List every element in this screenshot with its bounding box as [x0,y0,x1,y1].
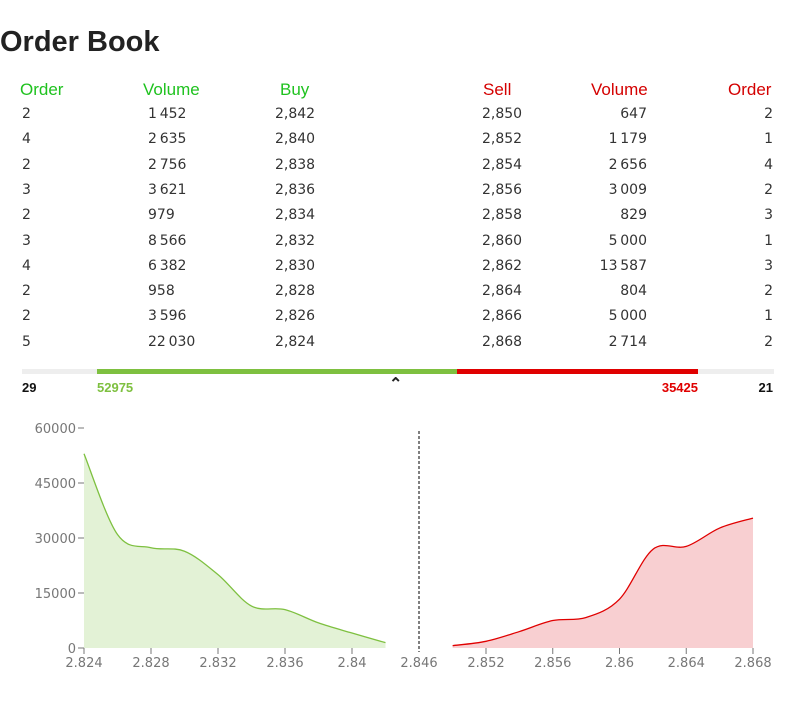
sell-volume-cell: 647 [620,106,647,122]
sell-volume-cell: 5 000 [608,308,647,325]
sell-order-cell: 2 [764,106,773,122]
buy-price-cell: 2,840 [275,131,316,148]
sell-volume-cell: 5 000 [608,232,647,249]
header-buy-price: Buy [280,80,310,99]
sell-price-cell: 2,854 [482,156,523,173]
svg-text:2.84: 2.84 [338,656,367,671]
sell-order-cell: 1 [764,308,773,325]
sell-order-cell: 4 [764,156,773,173]
header-sell-price: Sell [483,80,512,99]
header-buy-volume: Volume [143,80,200,99]
buy-price-cell: 2,828 [275,283,316,300]
sell-price-cell: 2,852 [482,131,523,148]
sell-order-cell: 1 [764,232,773,249]
sell-volume-cell: 2 656 [608,156,647,173]
buy-order-cell: 3 [22,181,31,198]
buy-volume-cell: 2 635 [148,131,187,148]
total-buy-orders: 29 [22,380,37,395]
sell-volume-cell: 1 179 [608,131,647,148]
sell-order-cell: 2 [764,283,773,300]
buy-order-cell: 5 [22,333,31,350]
buy-volume-cell: 979 [148,207,175,224]
svg-text:0: 0 [68,642,76,657]
svg-text:30000: 30000 [35,532,76,547]
sell-volume-bar [457,369,698,374]
sell-volume-cell: 829 [620,207,647,224]
sell-price-cell: 2,866 [482,308,523,325]
buy-volume-cell: 22 030 [148,333,196,350]
sell-volume-cell: 804 [620,283,647,300]
buy-volume-cell: 958 [148,283,175,300]
buy-volume-cell: 8 566 [148,232,187,249]
buy-volume-cell: 2 756 [148,156,187,173]
sell-order-cell: 2 [764,333,773,350]
buy-volume-cell: 3 596 [148,308,187,325]
sell-price-cell: 2,868 [482,333,523,350]
svg-text:2.836: 2.836 [266,656,303,671]
buy-volume-cell: 1 452 [148,106,187,122]
buy-price-cell: 2,824 [275,333,316,350]
buy-volume-cell: 3 621 [148,181,187,198]
sell-order-cell: 3 [764,257,773,274]
buy-volume-cell: 6 382 [148,257,187,274]
svg-text:2.824: 2.824 [65,656,102,671]
sell-order-cell: 3 [764,207,773,224]
svg-text:2.856: 2.856 [534,656,571,671]
total-buy-volume: 52975 [97,380,134,395]
buy-price-cell: 2,834 [275,207,316,224]
svg-text:2.86: 2.86 [605,656,634,671]
buy-order-cell: 2 [22,156,31,173]
svg-text:2.868: 2.868 [734,656,771,671]
total-sell-orders: 21 [758,380,773,395]
sell-price-cell: 2,864 [482,283,523,300]
sell-order-cell: 1 [764,131,773,148]
buy-order-cell: 2 [22,308,31,325]
sell-order-cell: 2 [764,181,773,198]
header-buy-order: Order [20,80,64,99]
sell-volume-cell: 13 587 [599,257,647,274]
buy-order-cell: 4 [22,131,31,148]
buy-price-cell: 2,836 [275,181,316,198]
sell-volume-cell: 2 714 [608,333,647,350]
buy-order-cell: 4 [22,257,31,274]
buy-price-cell: 2,838 [275,156,316,173]
buy-order-cell: 2 [22,283,31,300]
sell-price-cell: 2,862 [482,257,523,274]
header-sell-volume: Volume [591,80,648,99]
buy-price-cell: 2,832 [275,232,316,249]
total-sell-volume: 35425 [661,380,698,395]
buy-order-cell: 2 [22,106,31,122]
buy-order-cell: 3 [22,232,31,249]
svg-text:2.864: 2.864 [668,656,705,671]
svg-text:15000: 15000 [35,587,76,602]
header-sell-order: Order [728,80,772,99]
sell-volume-cell: 3 009 [608,181,647,198]
buy-price-cell: 2,826 [275,308,316,325]
sell-price-cell: 2,856 [482,181,523,198]
sell-price-cell: 2,858 [482,207,523,224]
chevron-up-icon[interactable]: ⌃ [389,376,403,393]
svg-text:2.832: 2.832 [199,656,236,671]
sell-price-cell: 2,850 [482,106,523,122]
svg-text:45000: 45000 [35,477,76,492]
buy-volume-bar [97,369,457,374]
page-title: Order Book [0,26,160,58]
svg-text:2.852: 2.852 [467,656,504,671]
sell-price-cell: 2,860 [482,232,523,249]
svg-text:60000: 60000 [35,422,76,437]
buy-price-cell: 2,842 [275,106,316,122]
svg-text:2.846: 2.846 [400,656,437,671]
svg-text:2.828: 2.828 [132,656,169,671]
buy-order-cell: 2 [22,207,31,224]
buy-price-cell: 2,830 [275,257,316,274]
